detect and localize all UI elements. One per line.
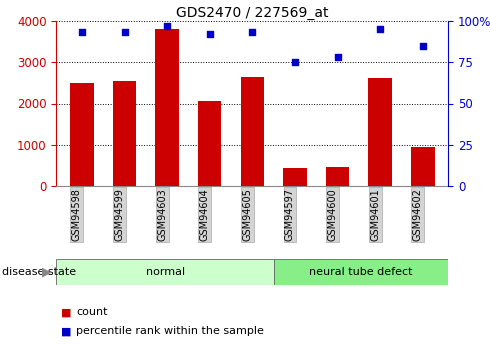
- Text: GSM94597: GSM94597: [285, 188, 295, 241]
- Bar: [283, 168, 307, 186]
- Point: [206, 31, 214, 37]
- Text: percentile rank within the sample: percentile rank within the sample: [76, 326, 264, 336]
- Point: [121, 30, 128, 35]
- Point: [334, 55, 342, 60]
- Text: neural tube defect: neural tube defect: [310, 267, 413, 277]
- Point: [376, 26, 384, 32]
- Point: [248, 30, 256, 35]
- Point: [291, 59, 299, 65]
- Bar: [70, 83, 94, 186]
- Bar: [198, 101, 221, 186]
- Text: ■: ■: [61, 326, 72, 336]
- Bar: [326, 167, 349, 186]
- Title: GDS2470 / 227569_at: GDS2470 / 227569_at: [176, 6, 329, 20]
- Text: GSM94601: GSM94601: [370, 188, 380, 241]
- Bar: [411, 147, 435, 186]
- Text: ■: ■: [61, 307, 72, 317]
- Text: GSM94599: GSM94599: [115, 188, 124, 241]
- Bar: [155, 29, 179, 186]
- Bar: [56, 259, 274, 285]
- Text: count: count: [76, 307, 107, 317]
- Text: GSM94605: GSM94605: [243, 188, 252, 241]
- Text: disease state: disease state: [2, 267, 76, 277]
- Point: [419, 43, 427, 48]
- Bar: [274, 259, 448, 285]
- Text: GSM94602: GSM94602: [413, 188, 423, 241]
- Bar: [113, 81, 136, 186]
- Text: GSM94598: GSM94598: [72, 188, 82, 241]
- Text: GSM94600: GSM94600: [328, 188, 338, 241]
- Bar: [241, 77, 264, 186]
- Text: GSM94604: GSM94604: [200, 188, 210, 241]
- Text: GSM94603: GSM94603: [157, 188, 167, 241]
- Text: ▶: ▶: [42, 265, 51, 278]
- Text: normal: normal: [146, 267, 185, 277]
- Bar: [368, 78, 392, 186]
- Point: [163, 23, 171, 28]
- Point: [78, 30, 86, 35]
